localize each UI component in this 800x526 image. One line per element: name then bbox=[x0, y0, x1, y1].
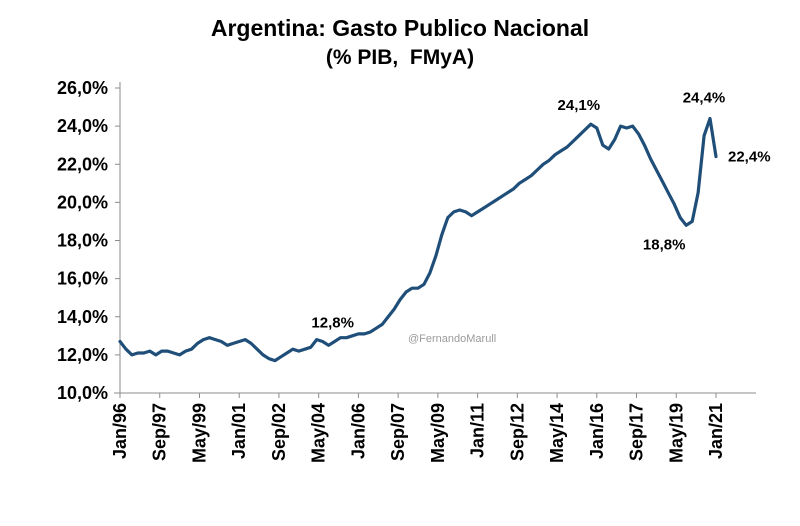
point-label: 24,4% bbox=[683, 90, 726, 107]
x-axis-tick-label: Jan/21 bbox=[706, 403, 726, 459]
x-axis-tick-label: May/19 bbox=[666, 403, 686, 463]
x-axis-tick-label: Jan/11 bbox=[468, 403, 488, 458]
x-axis-tick-label: Sep/97 bbox=[150, 403, 170, 461]
y-axis-tick-label: 16,0% bbox=[57, 269, 108, 289]
y-axis-tick-label: 18,0% bbox=[57, 231, 108, 251]
y-axis-tick-label: 10,0% bbox=[57, 383, 108, 403]
x-axis-tick-label: Jan/01 bbox=[229, 403, 249, 459]
point-label: 12,8% bbox=[311, 315, 354, 332]
chart-title-line2: (% PIB, FMyA) bbox=[325, 46, 475, 69]
y-axis-tick-label: 26,0% bbox=[57, 78, 108, 98]
x-axis-tick-label: May/14 bbox=[547, 403, 567, 463]
watermark: @FernandoMarull bbox=[408, 333, 497, 345]
x-axis-tick-label: Jan/06 bbox=[348, 403, 368, 459]
x-axis-tick-label: May/09 bbox=[428, 403, 448, 463]
point-label: 24,1% bbox=[558, 97, 601, 114]
point-label: 18,8% bbox=[643, 236, 686, 253]
y-axis-tick-label: 14,0% bbox=[57, 307, 108, 327]
x-axis-tick-label: May/04 bbox=[309, 403, 329, 463]
y-axis-tick-label: 12,0% bbox=[57, 345, 108, 365]
chart-title: Argentina: Gasto Publico Nacional (% PIB… bbox=[0, 12, 800, 72]
x-axis-tick-label: Jan/16 bbox=[587, 403, 607, 459]
y-axis-tick-label: 20,0% bbox=[57, 192, 108, 212]
data-line-gasto-publico bbox=[118, 116, 718, 363]
y-axis-tick-label: 24,0% bbox=[57, 116, 108, 136]
y-axis-tick-label: 22,0% bbox=[57, 154, 108, 174]
x-axis-tick-label: Sep/17 bbox=[627, 403, 647, 461]
x-axis-tick-label: Jan/96 bbox=[110, 403, 130, 459]
chart-title-line1: Argentina: Gasto Publico Nacional bbox=[210, 15, 590, 41]
x-axis-tick-label: Sep/12 bbox=[507, 403, 527, 461]
point-label: 22,4% bbox=[728, 149, 771, 166]
x-axis-tick-label: May/99 bbox=[189, 403, 209, 463]
x-axis-tick-label: Sep/07 bbox=[388, 403, 408, 461]
x-axis-tick-label: Sep/02 bbox=[269, 403, 289, 461]
